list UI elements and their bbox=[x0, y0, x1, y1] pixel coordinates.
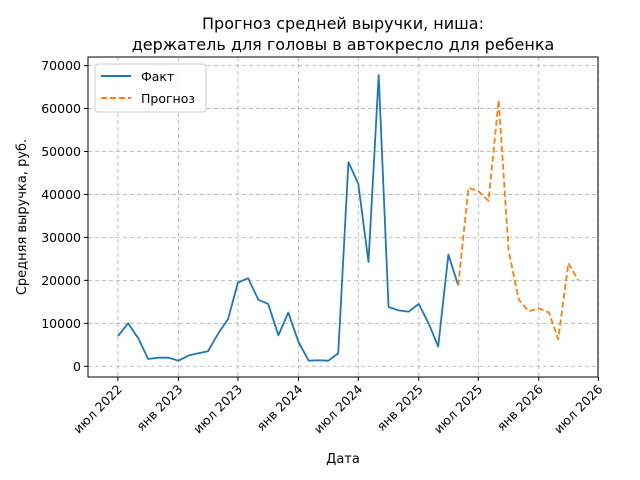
series-line-fact bbox=[117, 74, 460, 362]
y-tick-label: 50000 bbox=[41, 144, 81, 159]
y-tick-label: 10000 bbox=[41, 316, 81, 331]
chart-title-line-2: держатель для головы в автокресло для ре… bbox=[132, 35, 555, 54]
y-axis: 0 10000 20000 30000 40000 50000 60000 70000 bbox=[41, 58, 88, 374]
y-tick-label: 30000 bbox=[41, 230, 81, 245]
legend-label-forecast: Прогноз bbox=[141, 91, 195, 106]
series-line-forecast bbox=[457, 99, 580, 341]
legend: Факт Прогноз bbox=[94, 63, 207, 113]
x-axis-label: Дата bbox=[326, 452, 360, 467]
legend-label-fact: Факт bbox=[141, 69, 174, 84]
chart-title-line-1: Прогноз средней выручки, ниша: bbox=[202, 14, 484, 33]
y-tick-label: 40000 bbox=[41, 187, 81, 202]
y-axis-label: Средняя выручка, руб. bbox=[15, 139, 30, 295]
plot-frame bbox=[87, 56, 599, 378]
y-tick-label: 0 bbox=[73, 359, 81, 374]
y-tick-label: 70000 bbox=[41, 58, 81, 73]
y-tick-label: 60000 bbox=[41, 101, 81, 116]
series-lines bbox=[117, 74, 580, 362]
y-tick-label: 20000 bbox=[41, 273, 81, 288]
